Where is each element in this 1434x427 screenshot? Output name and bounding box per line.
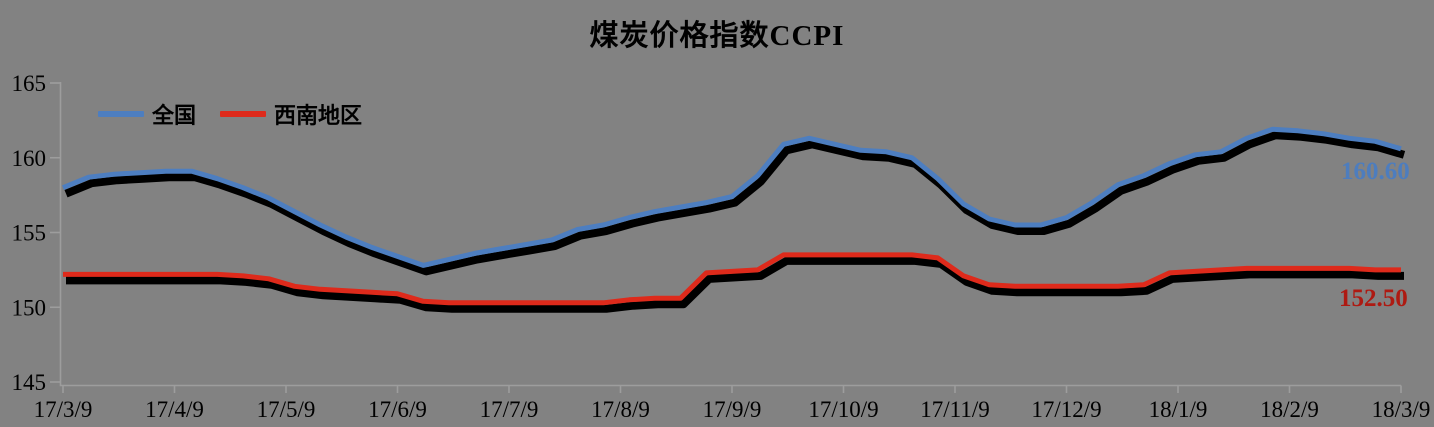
y-tick-label: 145 <box>12 370 47 395</box>
x-tick-label: 17/3/9 <box>34 397 93 422</box>
x-tick-label: 17/11/9 <box>920 397 989 422</box>
y-tick-label: 160 <box>12 146 47 171</box>
legend-label-southwest: 西南地区 <box>274 103 363 128</box>
x-tick-label: 17/7/9 <box>480 397 539 422</box>
national-end-value-label: 160.60 <box>1341 158 1410 185</box>
y-tick-label: 155 <box>12 221 47 246</box>
x-tick-label: 17/9/9 <box>703 397 762 422</box>
legend-item-national: 全国 <box>98 98 196 130</box>
line-shadow <box>64 131 1406 276</box>
y-tick-label: 165 <box>12 71 47 96</box>
x-tick-label: 18/3/9 <box>1372 397 1431 422</box>
southwest-line-swatch <box>220 111 267 117</box>
x-tick-label: 18/1/9 <box>1149 397 1208 422</box>
x-tick-label: 17/10/9 <box>808 397 878 422</box>
x-tick-label: 18/2/9 <box>1260 397 1319 422</box>
national-line-swatch <box>98 111 144 117</box>
chart-title: 煤炭价格指数CCPI <box>589 20 845 52</box>
axis-lines <box>59 82 1401 387</box>
x-tick-label: 17/5/9 <box>257 397 316 422</box>
line-shadow <box>66 256 1404 313</box>
x-tick-label: 17/4/9 <box>145 397 204 422</box>
x-tick-label: 17/8/9 <box>591 397 650 422</box>
y-tick-label: 150 <box>12 295 47 320</box>
x-tick-label: 17/6/9 <box>368 397 427 422</box>
legend: 全国 西南地区 <box>98 98 362 130</box>
legend-label-national: 全国 <box>152 103 197 128</box>
legend-item-southwest: 西南地区 <box>220 98 362 130</box>
southwest-line <box>63 252 1401 306</box>
x-tick-label: 17/12/9 <box>1031 397 1101 422</box>
southwest-end-value-label: 152.50 <box>1339 285 1408 312</box>
national-line <box>62 126 1402 268</box>
